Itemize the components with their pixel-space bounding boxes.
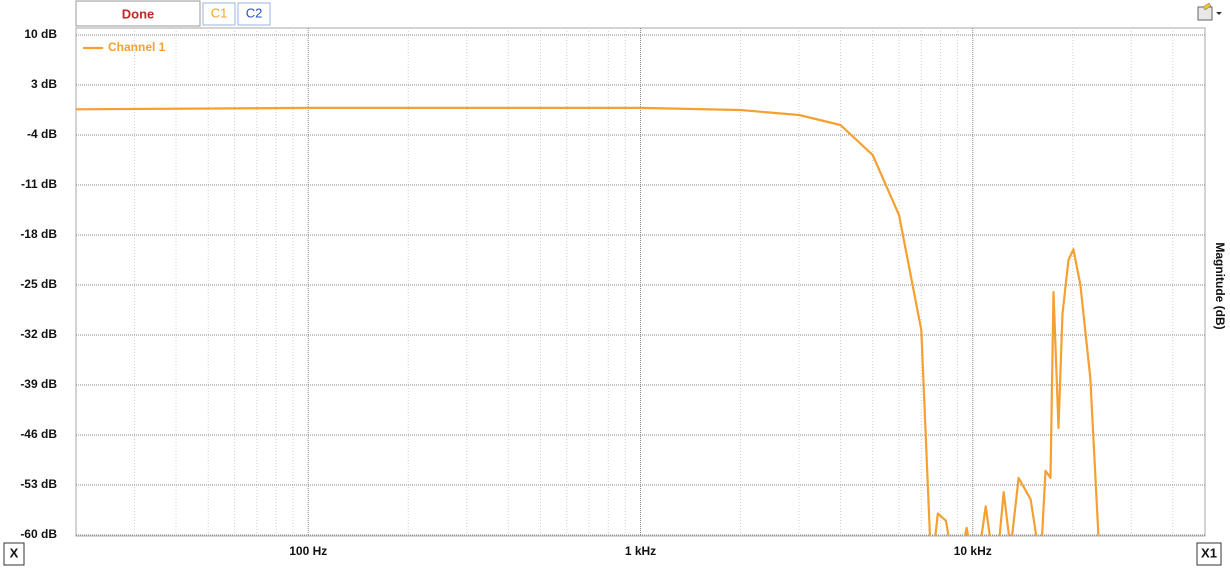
x-tick-label: 10 kHz xyxy=(954,544,992,558)
c2-label: C2 xyxy=(246,5,263,20)
y-tick-label: -25 dB xyxy=(20,277,57,291)
y-tick-label: 10 dB xyxy=(24,27,57,41)
y-tick-label: -18 dB xyxy=(20,227,57,241)
y-tick-label: 3 dB xyxy=(31,77,57,91)
plot-area xyxy=(76,106,1100,536)
cursor-x1-button[interactable] xyxy=(1196,542,1222,566)
settings-icon[interactable] xyxy=(1197,2,1222,21)
x-tick-label: 1 kHz xyxy=(625,544,656,558)
y-tick-label: -32 dB xyxy=(20,327,57,341)
legend-label: Channel 1 xyxy=(108,40,166,54)
series-line xyxy=(76,106,1100,536)
cursor-x-label: X xyxy=(10,545,19,560)
x-tick-label: 100 Hz xyxy=(289,544,327,558)
cursor-x1-label: X1 xyxy=(1201,545,1217,560)
y-tick-label: -53 dB xyxy=(20,477,57,491)
y-tick-label: -60 dB xyxy=(20,527,57,541)
c2-button[interactable] xyxy=(237,2,271,26)
c1-button[interactable] xyxy=(202,2,236,26)
y-tick-label: -39 dB xyxy=(20,377,57,391)
done-button[interactable] xyxy=(75,0,201,27)
y-tick-label: -46 dB xyxy=(20,427,57,441)
c1-label: C1 xyxy=(211,5,228,20)
cursor-x-button[interactable] xyxy=(3,542,25,566)
done-label: Done xyxy=(122,6,155,21)
y-tick-label: -11 dB xyxy=(21,177,57,191)
y-tick-label: -4 dB xyxy=(27,127,57,141)
y-axis-label: Magnitude (dB) xyxy=(1213,242,1227,329)
